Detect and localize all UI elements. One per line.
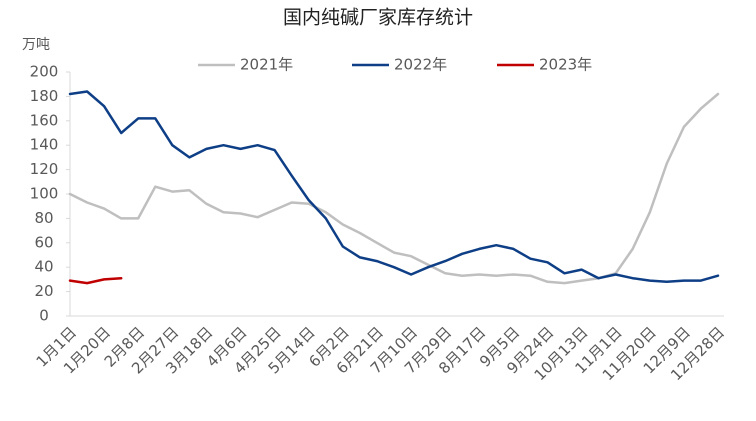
legend-label: 2022年: [394, 56, 447, 74]
series-line: [68, 276, 123, 285]
y-tick-label: 200: [30, 63, 59, 81]
y-tick-label: 20: [34, 282, 53, 300]
y-tick-label: 80: [34, 209, 53, 227]
y-tick-label: 180: [30, 87, 59, 105]
y-tick-label: 60: [34, 233, 53, 251]
series-line: [68, 92, 720, 285]
chart-title: 国内纯碱厂家库存统计: [283, 7, 473, 29]
y-tick-label: 120: [30, 160, 59, 178]
legend-label: 2023年: [539, 56, 592, 74]
y-axis-label: 万吨: [22, 37, 50, 53]
series-line: [68, 90, 720, 284]
y-tick-label: 140: [30, 136, 59, 154]
legend-label: 2021年: [240, 56, 293, 74]
y-tick-label: 40: [34, 258, 53, 276]
y-tick-label: 100: [30, 185, 59, 203]
y-tick-label: 0: [39, 307, 49, 325]
y-tick-label: 160: [30, 111, 59, 129]
